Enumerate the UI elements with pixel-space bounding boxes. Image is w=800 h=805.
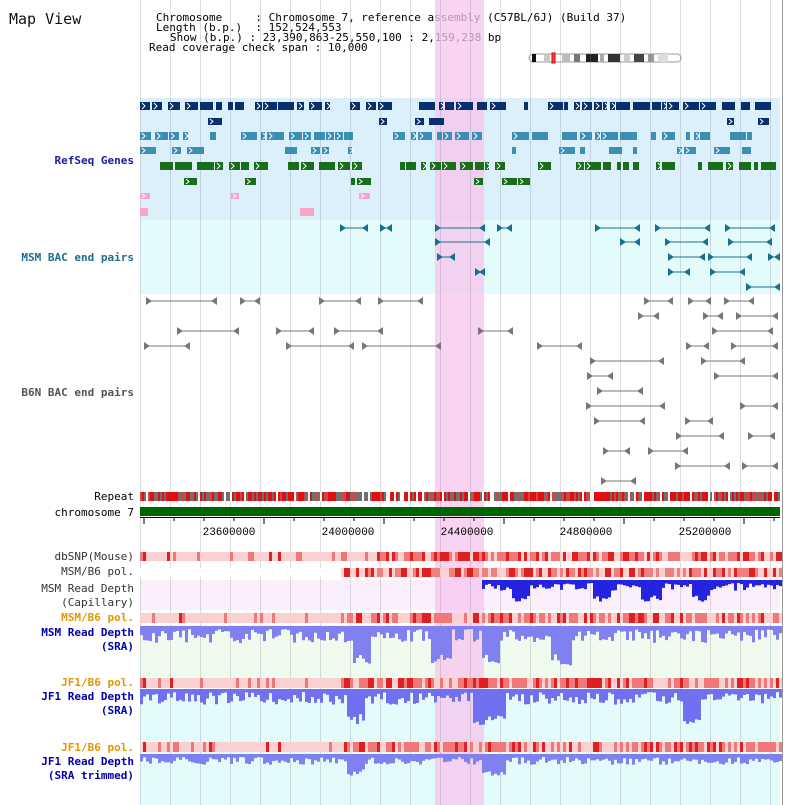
jf1-depth-sra-label-1: JF1 Read Depth [41, 690, 134, 703]
axis-tick-label: 24800000 [559, 527, 613, 539]
msm-bac-track-label[interactable]: MSM BAC end pairs [21, 251, 134, 264]
grid-lines [140, 0, 780, 805]
span-row: Read coverage check span : 10,000 [149, 41, 368, 54]
msm-b6-pol-label-2: MSM/B6 pol. [61, 611, 134, 624]
length-row: Length (b.p.) : 152,524,553 [156, 21, 342, 34]
length-label: Length (b.p.) [156, 21, 243, 34]
map-view-title: Map View [9, 10, 82, 28]
axis-tick-label: 24000000 [321, 527, 375, 539]
right-border [782, 0, 783, 805]
axis-tick-label: 23600000 [202, 527, 256, 539]
msm-depth-cap-label-1: MSM Read Depth [41, 582, 134, 595]
chromosome-ideogram[interactable] [528, 52, 684, 64]
dbsnp-track-label: dbSNP(Mouse) [54, 550, 134, 563]
jf1-depth-sra-label-2: (SRA) [100, 704, 134, 717]
msm-b6-pol-label-1: MSM/B6 pol. [61, 565, 134, 578]
span-value: 10,000 [327, 41, 368, 54]
show-label: Show (b.p.) [170, 31, 243, 44]
jf1-b6-pol-label-1: JF1/B6 pol. [61, 676, 134, 689]
axis-line [140, 517, 780, 518]
axis-tick-label: 25200000 [678, 527, 732, 539]
refseq-track-label[interactable]: RefSeq Genes [54, 154, 134, 167]
msm-depth-sra-label-1: MSM Read Depth [41, 626, 134, 639]
axis-tick-label: 24400000 [440, 527, 494, 539]
span-label: Read coverage check span [149, 41, 308, 54]
jf1-depth-trim-label-1: JF1 Read Depth [41, 755, 134, 768]
chromosome-track-label: chromosome 7 [54, 506, 134, 519]
jf1-depth-trim-label-2: (SRA trimmed) [47, 769, 134, 782]
msm-depth-sra-label-2: (SRA) [100, 640, 134, 653]
chromosome-label: Chromosome [156, 11, 223, 24]
msm-depth-cap-label-2: (Capillary) [61, 596, 134, 609]
length-value: 152,524,553 [268, 21, 342, 34]
jf1-b6-pol-label-2: JF1/B6 pol. [61, 741, 134, 754]
repeat-track-label: Repeat [94, 490, 134, 503]
b6n-bac-track-label[interactable]: B6N BAC end pairs [21, 386, 134, 399]
